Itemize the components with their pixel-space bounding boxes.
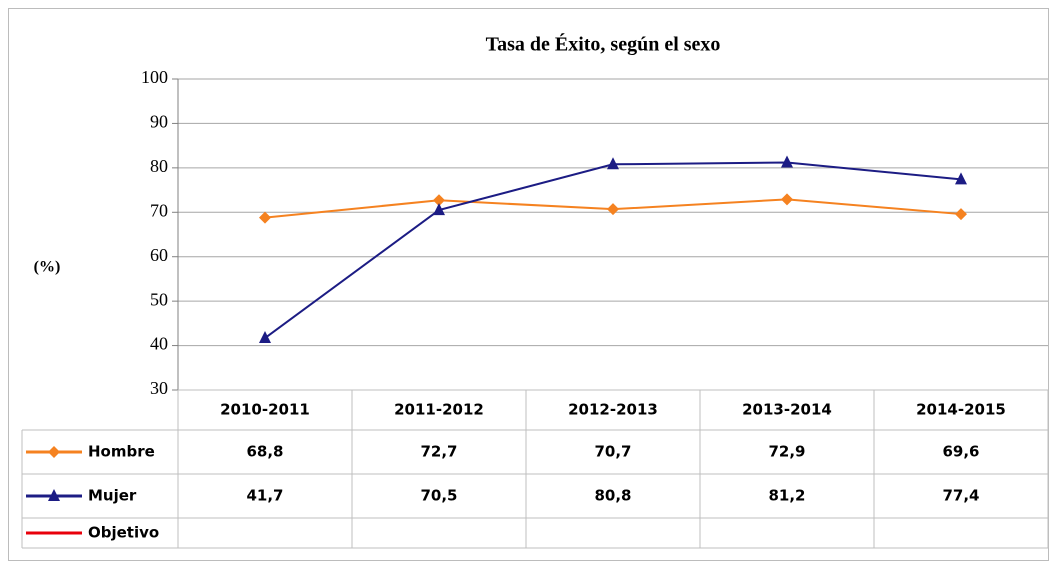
table-value: 41,7 [246, 487, 283, 505]
x-tick-label: 2014-2015 [916, 401, 1006, 419]
marker [781, 155, 793, 168]
table-value: 68,8 [246, 443, 283, 461]
marker [48, 489, 60, 501]
y-tick-label: 90 [150, 112, 168, 132]
marker [433, 203, 445, 216]
table-value: 77,4 [942, 487, 979, 505]
table-value: 72,7 [420, 443, 457, 461]
marker [433, 194, 445, 207]
chart-border [8, 8, 1049, 561]
y-axis-label: (%) [34, 259, 61, 276]
y-tick-label: 40 [150, 334, 168, 354]
marker [955, 172, 967, 185]
table-value: 70,5 [420, 487, 457, 505]
y-tick-label: 60 [150, 245, 168, 265]
marker [48, 446, 60, 458]
x-tick-label: 2012-2013 [568, 401, 658, 419]
y-tick-label: 100 [141, 67, 168, 87]
table-value: 80,8 [594, 487, 631, 505]
marker [259, 211, 271, 224]
legend-label: Objetivo [88, 524, 159, 542]
y-tick-label: 70 [150, 200, 168, 220]
y-tick-label: 30 [150, 378, 168, 398]
table-value: 81,2 [768, 487, 805, 505]
x-tick-label: 2013-2014 [742, 401, 832, 419]
marker [955, 208, 967, 221]
marker [781, 193, 793, 206]
marker [607, 157, 619, 170]
table-value: 72,9 [768, 443, 805, 461]
legend-label: Mujer [88, 487, 137, 505]
y-tick-label: 50 [150, 289, 168, 309]
y-tick-label: 80 [150, 156, 168, 176]
legend-label: Hombre [88, 443, 155, 461]
marker [607, 203, 619, 216]
marker [259, 331, 271, 344]
chart-title: Tasa de Éxito, según el sexo [486, 33, 721, 56]
x-tick-label: 2010-2011 [220, 401, 310, 419]
table-value: 69,6 [942, 443, 979, 461]
table-value: 70,7 [594, 443, 631, 461]
x-tick-label: 2011-2012 [394, 401, 484, 419]
